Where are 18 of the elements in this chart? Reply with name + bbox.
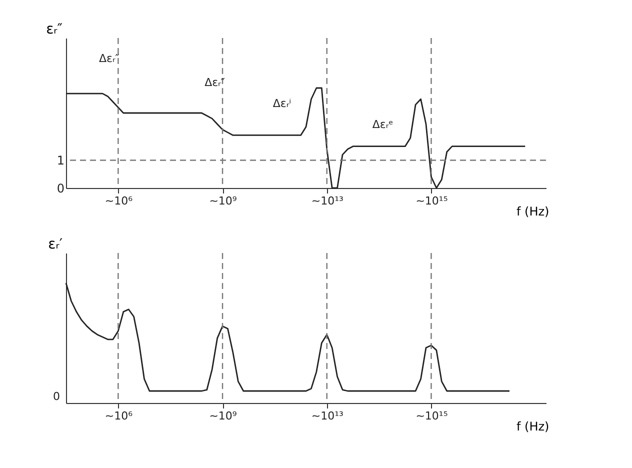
x-tick-label: ~10¹⁵ (416, 194, 448, 208)
annotation: Δεᵣᵉ (372, 118, 394, 131)
annotation: Δεᵣⁱ (272, 97, 292, 110)
x-axis-title: f (Hz) (516, 204, 550, 218)
line-series (65, 87, 526, 189)
x-tick-label: ~10⁶ (104, 194, 134, 208)
y-axis-title: εᵣ′ (48, 236, 62, 252)
annotation: Δεᵣ″ (98, 52, 120, 65)
x-tick-label: ~10⁶ (104, 410, 134, 422)
x-tick-label: ~10¹⁵ (416, 410, 448, 422)
x-tick-label: ~10⁹ (209, 410, 237, 422)
x-axis-title: f (Hz) (516, 420, 550, 434)
annotation: Δεᵣ″ (204, 76, 226, 89)
y-tick-label: 1 (56, 154, 64, 168)
x-tick-label: ~10¹³ (311, 410, 344, 422)
x-tick-label: ~10⁹ (209, 194, 237, 208)
x-tick-label: ~10¹³ (311, 194, 344, 208)
y-axis-title: εᵣ″ (46, 22, 62, 38)
